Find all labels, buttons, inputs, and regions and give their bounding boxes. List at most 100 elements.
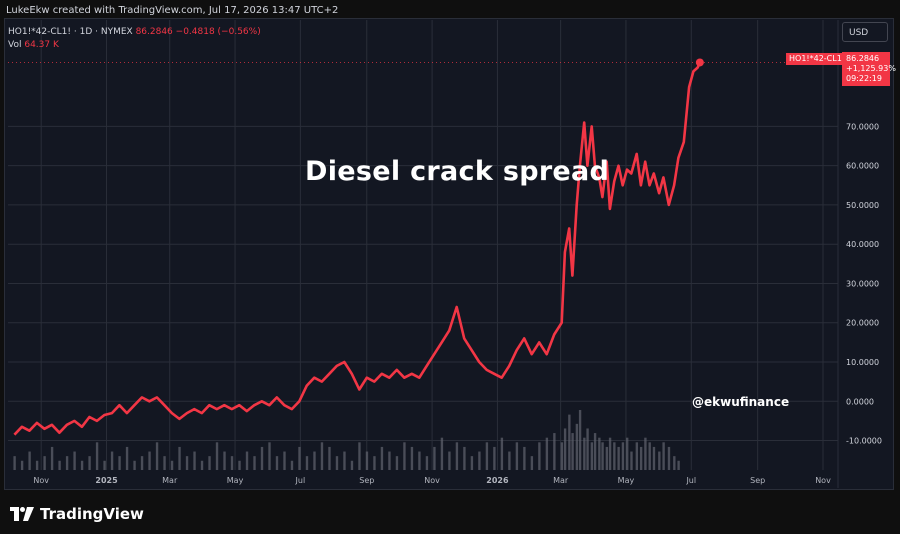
volume-bar — [283, 451, 286, 470]
volume-bar — [343, 451, 346, 470]
volume-bar — [410, 446, 414, 470]
price-series-line[interactable] — [13, 61, 701, 436]
volume-bar — [125, 446, 129, 470]
volume-bar — [35, 460, 39, 470]
volume-bar — [268, 442, 271, 470]
x-tick-label: Nov — [424, 476, 440, 485]
volume-bar — [613, 442, 616, 470]
volume-bar — [593, 433, 597, 470]
volume-bar — [380, 446, 384, 470]
volume-bar — [223, 451, 226, 470]
volume-bar — [448, 451, 451, 470]
volume-bar — [200, 460, 204, 470]
y-tick-label: 60.0000 — [846, 162, 879, 171]
volume-bar — [425, 456, 429, 470]
volume-bar — [28, 451, 31, 470]
volume-bar — [395, 456, 399, 470]
y-tick-label: 30.0000 — [846, 279, 879, 288]
volume-bar — [560, 442, 564, 470]
volume-bar — [13, 456, 16, 470]
volume-bar — [635, 442, 639, 470]
volume-label: Vol — [8, 40, 22, 50]
volume-bar — [50, 446, 54, 470]
volume-bar — [677, 460, 680, 470]
volume-bar — [578, 410, 582, 470]
volume-bar — [80, 460, 84, 470]
volume-bar — [621, 442, 625, 470]
volume-bar — [575, 423, 579, 470]
symbol-name[interactable]: HO1!*42-CL1! · 1D · NYMEX — [8, 27, 133, 37]
volume-bar — [455, 442, 459, 470]
x-tick-label: Jul — [295, 476, 306, 485]
volume-bar — [290, 460, 294, 470]
volume-bar — [358, 442, 361, 470]
volume-bar — [652, 446, 656, 470]
volume-bar — [73, 451, 76, 470]
volume-bar — [515, 442, 519, 470]
volume-bar — [440, 437, 444, 470]
x-tick-label: 2025 — [95, 476, 118, 485]
tradingview-wordmark: TradingView — [40, 505, 144, 523]
volume-bar — [133, 460, 136, 470]
volume-bar — [118, 456, 121, 470]
volume-bar — [43, 456, 46, 470]
volume-bar — [586, 428, 589, 470]
volume-bar — [590, 442, 594, 470]
volume-bar — [313, 451, 316, 470]
last-price: 86.2846 — [135, 27, 173, 37]
volume-bar — [658, 451, 661, 470]
volume-bar — [478, 451, 481, 470]
volume-bar — [626, 437, 629, 470]
volume-bar — [500, 437, 504, 470]
volume-bar — [493, 446, 496, 470]
volume-bar — [508, 451, 511, 470]
volume-bar — [65, 456, 69, 470]
volume-bar — [470, 456, 474, 470]
volume-bar — [667, 446, 671, 470]
volume-bar — [523, 446, 526, 470]
volume-bar — [630, 451, 633, 470]
volume-bar — [563, 428, 567, 470]
tradingview-icon — [10, 507, 34, 521]
tradingview-logo[interactable]: TradingView — [10, 505, 144, 523]
volume-bar — [58, 460, 61, 470]
volume-bar — [433, 446, 436, 470]
volume-bar — [571, 433, 574, 470]
volume-bar — [238, 460, 241, 470]
y-tick-label: 20.0000 — [846, 319, 879, 328]
x-tick-label: 2026 — [486, 476, 509, 485]
volume-bar — [568, 414, 571, 470]
y-tick-label: 50.0000 — [846, 201, 879, 210]
volume-bar — [110, 451, 114, 470]
currency-button[interactable]: USD — [842, 22, 888, 42]
volume-bar — [639, 446, 643, 470]
volume-bar — [275, 456, 279, 470]
price-tag-change: +1,125.93% — [846, 64, 896, 73]
author-handle: @ekwufinance — [692, 395, 790, 409]
volume-bar — [553, 433, 556, 470]
volume-bar — [140, 456, 144, 470]
volume-bar — [298, 446, 301, 470]
chart-panel[interactable] — [4, 18, 894, 490]
volume-bar — [601, 442, 604, 470]
volume-bar — [662, 442, 665, 470]
last-price-tag: 86.2846 +1,125.93% 09:22:19 — [842, 52, 896, 86]
volume-bar — [350, 460, 354, 470]
volume-bar — [88, 456, 91, 470]
volume-bar — [530, 456, 534, 470]
volume-bar — [328, 446, 331, 470]
price-tag-countdown: 09:22:19 — [846, 74, 882, 83]
volume-bar — [403, 442, 406, 470]
y-tick-label: 40.0000 — [846, 240, 879, 249]
symbol-legend[interactable]: HO1!*42-CL1! · 1D · NYMEX 86.2846 −0.481… — [8, 26, 261, 52]
volume-bar — [335, 456, 339, 470]
volume-bar — [538, 442, 541, 470]
price-tag-value: 86.2846 — [846, 54, 880, 63]
volume-bar — [305, 456, 309, 470]
volume-bar — [155, 442, 159, 470]
volume-bar — [644, 437, 647, 470]
symbol-price-tag: HO1!*42-CL1! — [786, 53, 849, 65]
volume-bar — [485, 442, 489, 470]
